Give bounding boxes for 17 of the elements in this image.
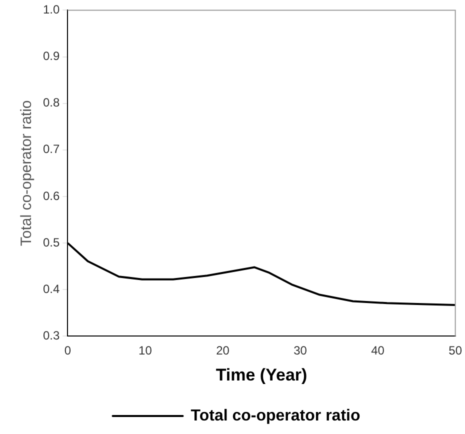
y-axis-title: Total co-operator ratio [18,100,36,246]
y-tick-label: 0.8 [42,96,60,110]
x-tick-label: 30 [294,344,308,358]
y-tick-label: 1.0 [42,2,60,17]
y-tick-label: 0.5 [42,235,60,250]
legend-label: Total co-operator ratio [190,407,360,424]
y-tick-label: 0.9 [42,49,60,64]
x-tick-label: 50 [448,344,462,358]
x-tick-label: 40 [371,344,385,358]
y-tick-label: 0.7 [42,142,60,156]
y-tick-label: 0.4 [42,282,60,296]
x-tick-label: 20 [216,344,230,358]
x-tick-label: 10 [138,344,152,358]
x-tick-label: 0 [64,344,72,358]
y-tick-label: 0.6 [42,188,60,203]
x-axis-title: Time (Year) [216,365,308,384]
y-tick-label: 0.3 [42,328,60,343]
